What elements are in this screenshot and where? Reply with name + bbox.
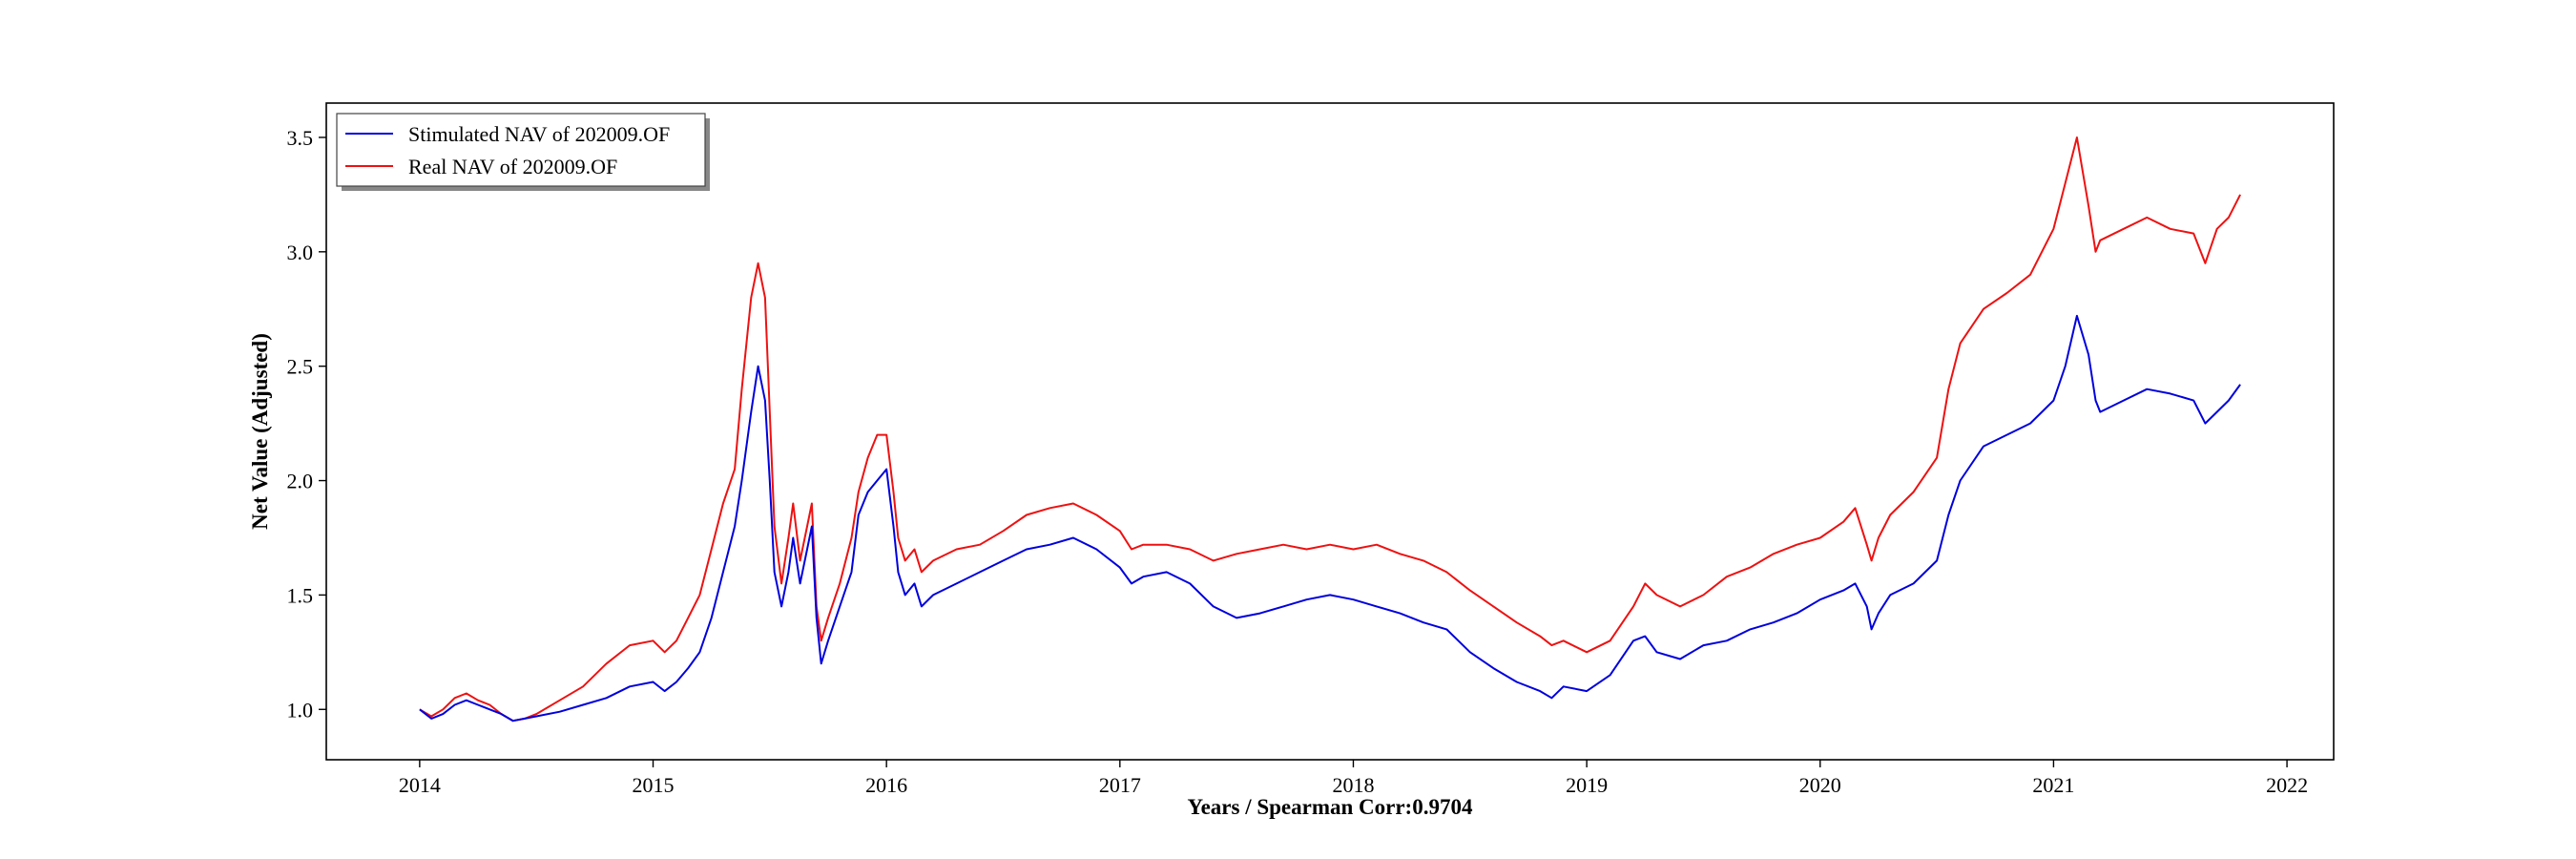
x-tick-label: 2016 — [865, 773, 907, 797]
x-tick-label: 2020 — [1799, 773, 1841, 797]
y-axis: 1.0 1.5 2.0 2.5 3.0 3.5 — [287, 126, 326, 722]
x-tick-label: 2014 — [399, 773, 441, 797]
legend-label-real: Real NAV of 202009.OF — [408, 155, 617, 178]
x-tick-label: 2022 — [2266, 773, 2308, 797]
y-axis-label: Net Value (Adjusted) — [248, 333, 272, 530]
series-line-real — [419, 136, 2241, 723]
x-axis-label: Years / Spearman Corr:0.9704 — [1188, 795, 1473, 819]
legend-box — [336, 113, 706, 187]
legend: Stimulated NAV of 202009.OF Real NAV of … — [336, 113, 710, 191]
series-layer — [419, 136, 2241, 723]
y-tick-label: 3.0 — [287, 241, 314, 264]
series-line-stimulated — [419, 314, 2241, 723]
x-tick-label: 2017 — [1099, 773, 1141, 797]
x-tick-label: 2015 — [633, 773, 675, 797]
y-tick-label: 2.0 — [287, 470, 314, 493]
y-tick-label: 1.5 — [287, 583, 314, 607]
x-axis: 2014 2015 2016 2017 2018 2019 2020 2021 2022 — [399, 760, 2308, 797]
x-tick-label: 2019 — [1566, 773, 1608, 797]
x-tick-label: 2018 — [1332, 773, 1374, 797]
legend-label-stimulated: Stimulated NAV of 202009.OF — [408, 122, 670, 146]
y-tick-label: 3.5 — [287, 126, 314, 150]
plot-area-frame — [325, 102, 2335, 761]
y-tick-label: 2.5 — [287, 355, 314, 379]
y-tick-label: 1.0 — [287, 698, 314, 722]
x-tick-label: 2021 — [2032, 773, 2074, 797]
